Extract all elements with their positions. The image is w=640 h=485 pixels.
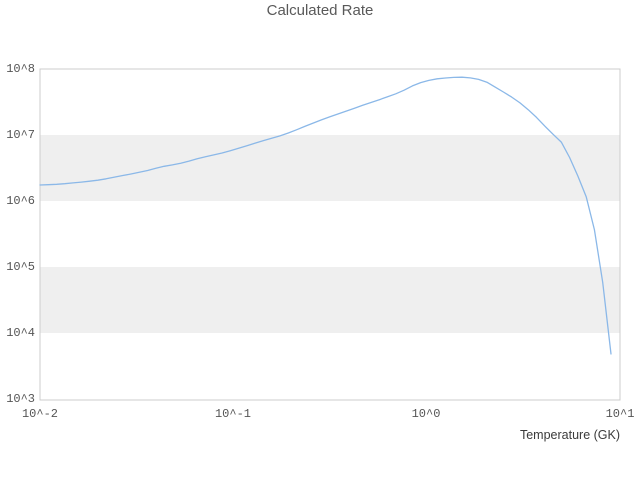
svg-text:10^-2: 10^-2 (22, 407, 58, 421)
svg-text:10^-1: 10^-1 (215, 407, 251, 421)
svg-text:10^4: 10^4 (6, 326, 35, 340)
svg-text:10^7: 10^7 (6, 128, 35, 142)
svg-text:10^3: 10^3 (6, 392, 35, 406)
svg-text:10^1: 10^1 (606, 407, 635, 421)
svg-text:10^8: 10^8 (6, 62, 35, 76)
svg-text:10^5: 10^5 (6, 260, 35, 274)
svg-text:10^6: 10^6 (6, 194, 35, 208)
svg-text:10^0: 10^0 (412, 407, 441, 421)
